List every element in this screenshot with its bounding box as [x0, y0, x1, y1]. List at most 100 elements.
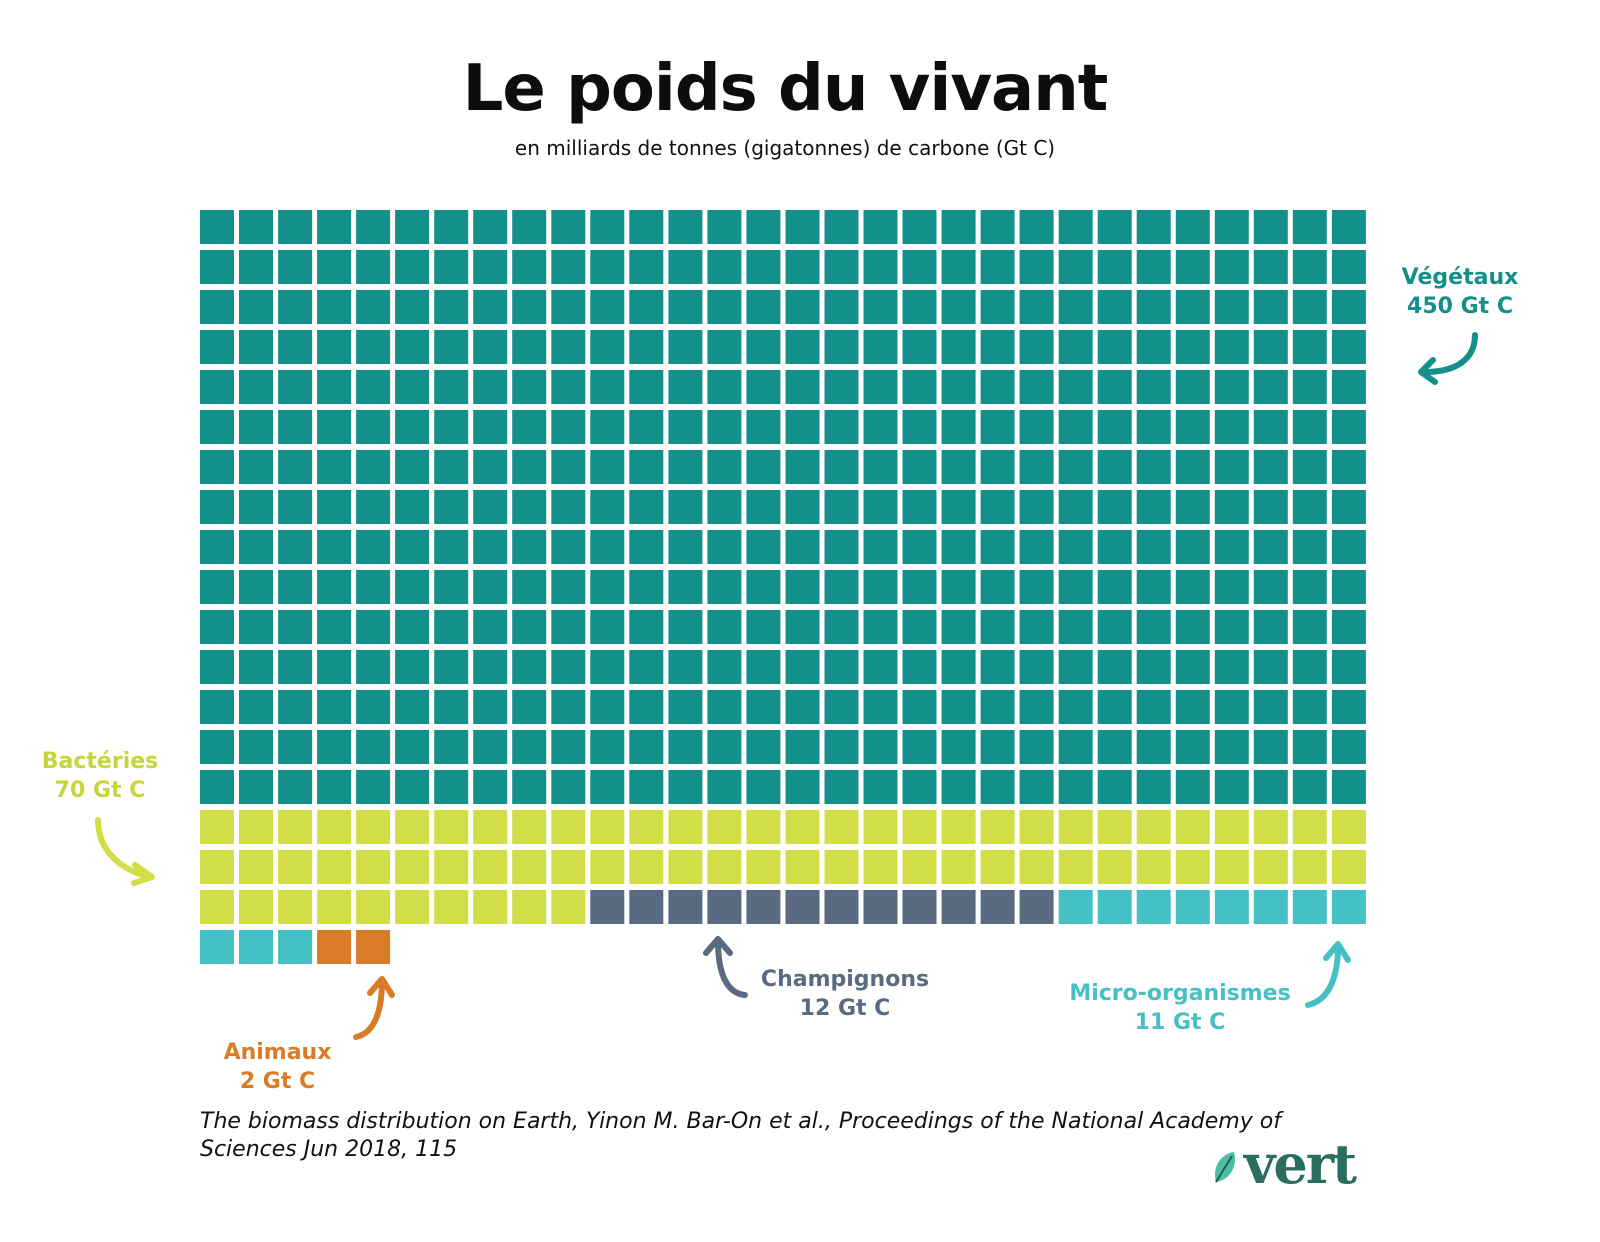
waffle-cell-vegetaux [1253, 210, 1288, 244]
waffle-cell-vegetaux [629, 690, 664, 724]
waffle-cell-vegetaux [239, 450, 273, 484]
waffle-cell-vegetaux [1214, 330, 1249, 364]
waffle-cell-vegetaux [746, 650, 781, 684]
waffle-cell-vegetaux [941, 490, 976, 524]
waffle-cell-vegetaux [1214, 210, 1249, 244]
waffle-cell-bacteries [356, 850, 391, 884]
waffle-cell-vegetaux [200, 770, 234, 804]
waffle-cell-vegetaux [1292, 490, 1327, 524]
waffle-cell-vegetaux [512, 450, 547, 484]
waffle-cell-vegetaux [668, 730, 703, 764]
waffle-cell-vegetaux [551, 210, 586, 244]
waffle-cell-bacteries [1136, 810, 1171, 844]
waffle-cell-animaux [317, 930, 352, 964]
waffle-cell-bacteries [278, 810, 313, 844]
waffle-cell-vegetaux [1331, 690, 1366, 724]
waffle-cell-vegetaux [473, 290, 508, 324]
waffle-cell-vegetaux [980, 570, 1015, 604]
waffle-cell-vegetaux [863, 770, 898, 804]
waffle-cell-micro-organismes [200, 930, 234, 964]
waffle-cell-vegetaux [395, 730, 430, 764]
series-value: 70 Gt C [54, 778, 146, 803]
waffle-cell-vegetaux [317, 450, 352, 484]
waffle-cell-bacteries [863, 810, 898, 844]
waffle-cell-vegetaux [785, 210, 820, 244]
waffle-cell-vegetaux [317, 690, 352, 724]
waffle-cell-vegetaux [785, 450, 820, 484]
waffle-cell-vegetaux [629, 210, 664, 244]
waffle-cell-vegetaux [278, 730, 313, 764]
waffle-cell-vegetaux [941, 610, 976, 644]
waffle-cell-vegetaux [980, 610, 1015, 644]
waffle-cell-vegetaux [1253, 730, 1288, 764]
waffle-cell-vegetaux [590, 610, 625, 644]
waffle-cell-vegetaux [1214, 490, 1249, 524]
waffle-cell-vegetaux [902, 530, 937, 564]
waffle-cell-vegetaux [785, 570, 820, 604]
waffle-cell-vegetaux [824, 210, 859, 244]
waffle-cell-vegetaux [785, 530, 820, 564]
waffle-cell-vegetaux [434, 530, 469, 564]
waffle-cell-vegetaux [239, 250, 273, 284]
waffle-cell-vegetaux [1058, 650, 1093, 684]
waffle-cell-vegetaux [1292, 370, 1327, 404]
waffle-cell-vegetaux [629, 290, 664, 324]
waffle-cell-champignons [824, 890, 859, 924]
waffle-cell-vegetaux [1253, 290, 1288, 324]
waffle-cell-vegetaux [824, 730, 859, 764]
waffle-cell-vegetaux [1175, 410, 1210, 444]
waffle-cell-vegetaux [512, 210, 547, 244]
waffle-cell-vegetaux [746, 490, 781, 524]
waffle-cell-vegetaux [200, 610, 234, 644]
waffle-cell-vegetaux [668, 690, 703, 724]
waffle-cell-vegetaux [434, 650, 469, 684]
waffle-cell-vegetaux [902, 570, 937, 604]
waffle-cell-vegetaux [1292, 570, 1327, 604]
waffle-cell-vegetaux [395, 250, 430, 284]
waffle-cell-vegetaux [1292, 530, 1327, 564]
label-micro-organismes: Micro-organismes 11 Gt C [1050, 979, 1310, 1037]
waffle-cell-vegetaux [746, 730, 781, 764]
waffle-cell-vegetaux [707, 210, 742, 244]
waffle-cell-vegetaux [317, 210, 352, 244]
waffle-cell-bacteries [200, 890, 234, 924]
waffle-cell-bacteries [941, 850, 976, 884]
waffle-cell-vegetaux [434, 290, 469, 324]
waffle-cell-vegetaux [1019, 490, 1054, 524]
waffle-cell-bacteries [980, 850, 1015, 884]
chart-title: Le poids du vivant [462, 52, 1109, 126]
waffle-cell-vegetaux [1136, 530, 1171, 564]
waffle-cell-vegetaux [941, 690, 976, 724]
waffle-cell-vegetaux [239, 650, 273, 684]
waffle-cell-vegetaux [785, 730, 820, 764]
waffle-cell-vegetaux [746, 610, 781, 644]
waffle-cell-vegetaux [707, 290, 742, 324]
waffle-cell-vegetaux [707, 730, 742, 764]
waffle-cell-vegetaux [1058, 530, 1093, 564]
waffle-cell-vegetaux [395, 370, 430, 404]
waffle-cell-vegetaux [1175, 530, 1210, 564]
waffle-cell-vegetaux [1019, 210, 1054, 244]
waffle-cell-vegetaux [278, 250, 313, 284]
waffle-cell-vegetaux [746, 290, 781, 324]
waffle-cell-vegetaux [707, 530, 742, 564]
waffle-cell-vegetaux [941, 330, 976, 364]
waffle-cell-vegetaux [824, 370, 859, 404]
waffle-cell-vegetaux [1058, 370, 1093, 404]
waffle-cell-bacteries [239, 810, 273, 844]
waffle-cell-vegetaux [317, 410, 352, 444]
waffle-cell-vegetaux [980, 410, 1015, 444]
waffle-cell-vegetaux [434, 610, 469, 644]
waffle-cell-vegetaux [1058, 490, 1093, 524]
waffle-cell-vegetaux [1214, 570, 1249, 604]
waffle-cell-bacteries [824, 850, 859, 884]
waffle-cell-vegetaux [1292, 410, 1327, 444]
waffle-cell-vegetaux [980, 210, 1015, 244]
waffle-cell-vegetaux [590, 410, 625, 444]
waffle-cell-vegetaux [512, 650, 547, 684]
waffle-cell-vegetaux [1292, 290, 1327, 324]
waffle-cell-bacteries [941, 810, 976, 844]
label-vegetaux: Végétaux 450 Gt C [1390, 263, 1530, 321]
waffle-cell-vegetaux [707, 410, 742, 444]
waffle-cell-bacteries [239, 850, 273, 884]
